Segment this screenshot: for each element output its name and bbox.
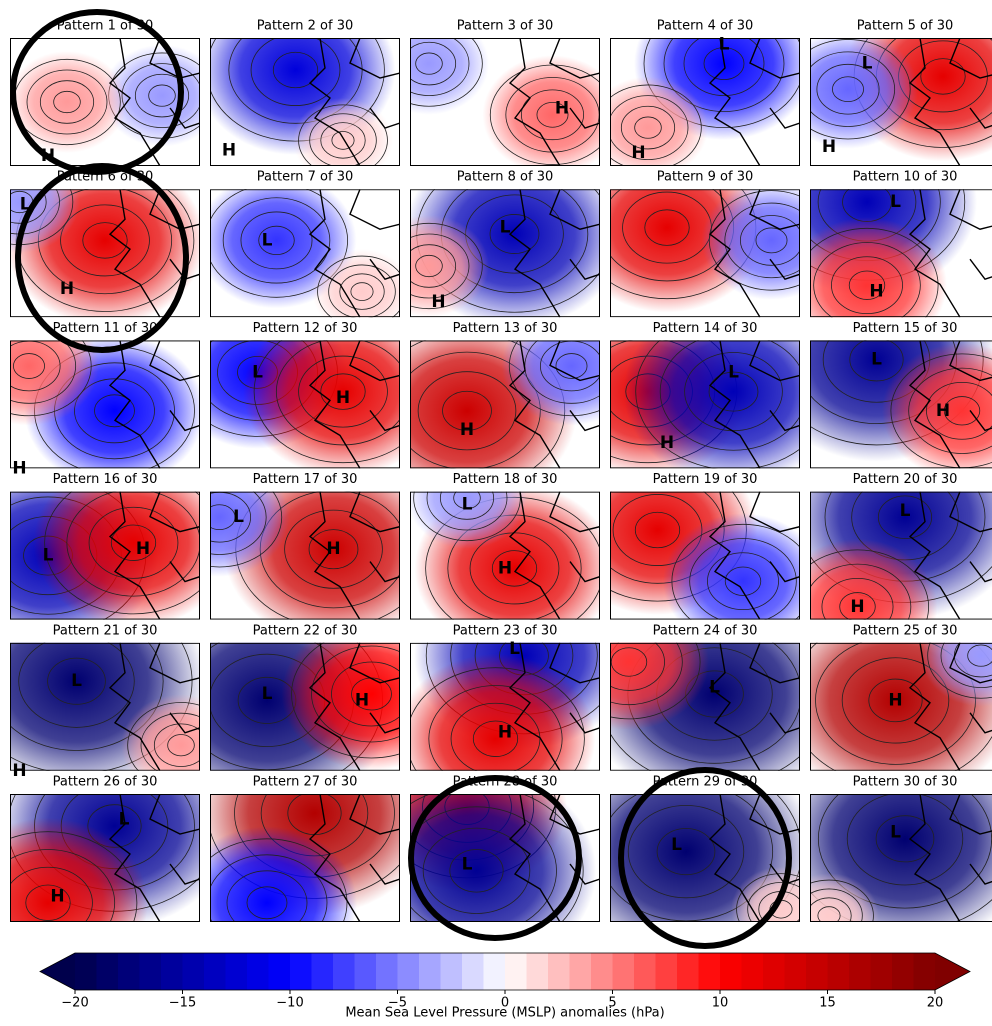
panel-title: Pattern 8 of 30 <box>457 170 554 185</box>
panel-title: Pattern 7 of 30 <box>257 170 354 185</box>
pressure-center-label: H <box>498 722 512 742</box>
panel-title: Pattern 9 of 30 <box>657 170 754 185</box>
panel-title: Pattern 18 of 30 <box>453 472 558 487</box>
pressure-center-label: L <box>233 507 244 527</box>
panel-title: Pattern 21 of 30 <box>53 623 158 638</box>
pressure-center-label: H <box>936 401 950 421</box>
tick-label: −10 <box>276 996 303 1011</box>
pressure-center-label: H <box>336 388 350 408</box>
pressure-center-label: L <box>509 639 520 659</box>
tick-label: 15 <box>819 996 836 1011</box>
pressure-center-label: H <box>12 458 26 478</box>
map-panel <box>369 141 625 328</box>
panel-title: Pattern 10 of 30 <box>853 170 958 185</box>
pressure-center-label: H <box>136 539 150 559</box>
pressure-center-label: L <box>900 501 911 521</box>
panel-title: Pattern 5 of 30 <box>857 19 954 34</box>
tick-label: 10 <box>712 996 729 1011</box>
pressure-center-label: H <box>869 282 883 302</box>
map-panel <box>369 13 623 175</box>
panel-title: Pattern 23 of 30 <box>453 623 558 638</box>
panel-title: Pattern 20 of 30 <box>853 472 958 487</box>
panel-title: Pattern 17 of 30 <box>253 472 358 487</box>
tick-label: −20 <box>61 996 88 1011</box>
pressure-center-label: L <box>890 822 901 842</box>
pressure-center-label: L <box>871 350 882 370</box>
pressure-center-label: H <box>660 433 674 453</box>
panel-title: Pattern 24 of 30 <box>653 623 758 638</box>
panel-title: Pattern 16 of 30 <box>53 472 158 487</box>
pressure-center-label: L <box>119 810 130 830</box>
pressure-center-label: L <box>71 671 82 691</box>
pressure-center-label: L <box>500 218 511 238</box>
pressure-center-label: L <box>252 362 263 382</box>
pressure-center-label: H <box>222 141 236 161</box>
panel-title: Pattern 14 of 30 <box>653 321 758 336</box>
pressure-center-label: L <box>671 835 682 855</box>
panel-title: Pattern 11 of 30 <box>53 321 158 336</box>
pressure-center-label: L <box>719 34 730 54</box>
panel-title: Pattern 13 of 30 <box>453 321 558 336</box>
pressure-center-label: L <box>709 678 720 698</box>
pressure-center-label: L <box>462 494 473 514</box>
pressure-center-label: H <box>12 761 26 781</box>
pressure-center-label: H <box>60 279 74 299</box>
figure: Pattern 1 of 30HPattern 2 of 30HPattern … <box>0 0 992 1022</box>
panel-title: Pattern 27 of 30 <box>253 775 358 790</box>
pressure-center-label: H <box>50 886 64 906</box>
pressure-center-label: H <box>888 690 902 710</box>
panel-title: Pattern 26 of 30 <box>53 775 158 790</box>
panel-title: Pattern 15 of 30 <box>853 321 958 336</box>
pressure-center-label: L <box>728 362 739 382</box>
pressure-center-label: H <box>822 137 836 157</box>
pressure-center-label: H <box>460 420 474 440</box>
panel-title: Pattern 2 of 30 <box>257 19 354 34</box>
pressure-center-label: H <box>631 143 645 163</box>
panel-title: Pattern 25 of 30 <box>853 623 958 638</box>
pressure-center-label: H <box>850 597 864 617</box>
pressure-center-label: H <box>498 558 512 578</box>
tick-label: −15 <box>169 996 196 1011</box>
panel-title: Pattern 19 of 30 <box>653 472 758 487</box>
pressure-center-label: L <box>43 546 54 566</box>
map-panel <box>197 172 413 334</box>
pressure-center-label: H <box>431 292 445 312</box>
pressure-center-label: H <box>555 98 569 118</box>
pressure-center-label: L <box>262 230 273 250</box>
panel-title: Pattern 22 of 30 <box>253 623 358 638</box>
panel-title: Pattern 4 of 30 <box>657 19 754 34</box>
colorbar-label: Mean Sea Level Pressure (MSLP) anomalies… <box>345 1006 664 1021</box>
pressure-center-label: L <box>462 854 473 874</box>
pressure-center-label: L <box>862 54 873 74</box>
pressure-center-label: L <box>262 684 273 704</box>
pressure-center-label: H <box>355 690 369 710</box>
anomaly-center <box>483 55 623 174</box>
pressure-center-label: L <box>890 192 901 212</box>
anomaly-center <box>588 77 708 179</box>
panel-title: Pattern 12 of 30 <box>253 321 358 336</box>
panel-title: Pattern 3 of 30 <box>457 19 554 34</box>
tick-label: 20 <box>927 996 944 1011</box>
pressure-center-label: H <box>326 539 340 559</box>
panel-title: Pattern 30 of 30 <box>853 775 958 790</box>
